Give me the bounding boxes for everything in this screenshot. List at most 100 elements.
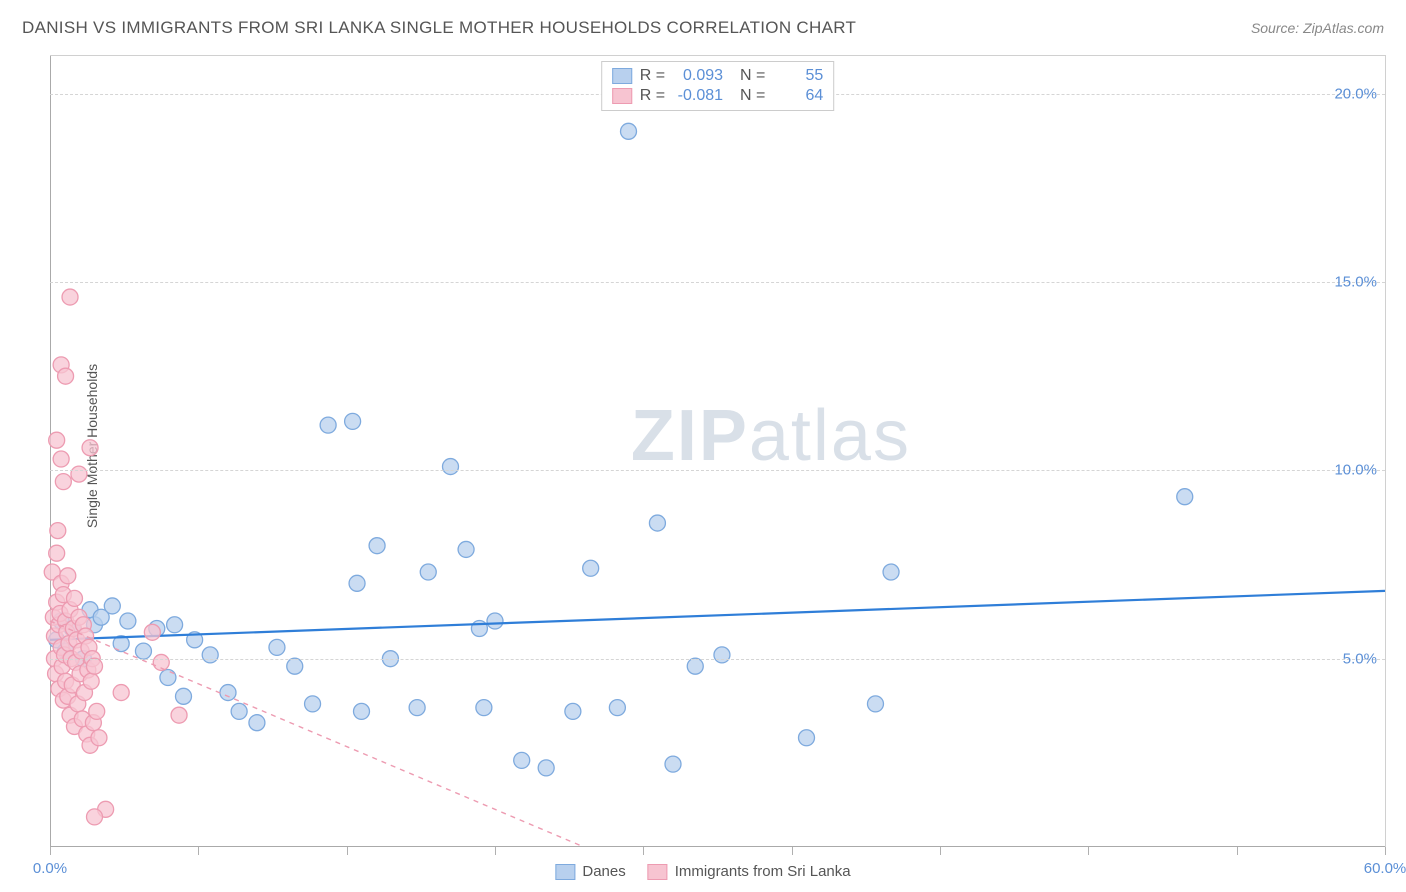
x-tick [495,847,496,855]
r-value-imm: -0.081 [673,87,723,105]
data-point [714,647,730,663]
data-point [369,538,385,554]
data-point [71,466,87,482]
data-point [609,700,625,716]
data-point [53,451,69,467]
x-tick [1088,847,1089,855]
data-point [91,730,107,746]
data-point [799,730,815,746]
data-point [62,289,78,305]
data-point [58,368,74,384]
data-point [649,515,665,531]
data-point [476,700,492,716]
y-tick-label: 15.0% [1334,274,1377,291]
data-point [345,413,361,429]
data-point [176,688,192,704]
stats-row-danes: R = 0.093 N = 55 [612,66,824,86]
data-point [420,564,436,580]
data-point [49,545,65,561]
n-value-imm: 64 [773,87,823,105]
x-tick [940,847,941,855]
data-point [1177,489,1193,505]
data-point [269,639,285,655]
data-point [202,647,218,663]
stats-row-immigrants: R = -0.081 N = 64 [612,86,824,106]
trend-line [50,621,584,847]
x-tick-label: 60.0% [1364,860,1406,877]
data-point [514,752,530,768]
grid-line [50,659,1385,660]
data-point [287,658,303,674]
data-point [249,715,265,731]
x-tick [643,847,644,855]
swatch-danes [555,864,575,880]
data-point [120,613,136,629]
r-label: R = [640,67,665,85]
data-point [135,643,151,659]
data-point [583,560,599,576]
data-point [458,541,474,557]
data-point [144,624,160,640]
swatch-immigrants [612,88,632,104]
x-tick [1385,847,1386,855]
swatch-danes [612,68,632,84]
plot-svg [50,56,1385,847]
plot-area: ZIPatlas R = 0.093 N = 55 R = -0.081 N =… [50,55,1386,847]
x-tick [347,847,348,855]
data-point [66,590,82,606]
x-tick [198,847,199,855]
data-point [320,417,336,433]
grid-line [50,282,1385,283]
data-point [883,564,899,580]
trend-line [50,591,1385,640]
data-point [349,575,365,591]
data-point [50,523,66,539]
data-point [409,700,425,716]
stats-legend: R = 0.093 N = 55 R = -0.081 N = 64 [601,61,835,111]
data-point [87,658,103,674]
x-tick-label: 0.0% [33,860,67,877]
data-point [82,440,98,456]
y-tick-label: 5.0% [1343,650,1377,667]
source-label: Source: ZipAtlas.com [1251,20,1384,36]
data-point [487,613,503,629]
y-tick-label: 20.0% [1334,85,1377,102]
data-point [171,707,187,723]
data-point [867,696,883,712]
legend-label-danes: Danes [582,863,625,880]
data-point [55,474,71,490]
title-bar: DANISH VS IMMIGRANTS FROM SRI LANKA SING… [22,18,1384,38]
data-point [49,432,65,448]
data-point [89,703,105,719]
grid-line [50,470,1385,471]
data-point [167,617,183,633]
legend-item-danes: Danes [555,863,625,880]
data-point [538,760,554,776]
data-point [565,703,581,719]
data-point [104,598,120,614]
y-tick-label: 10.0% [1334,462,1377,479]
x-tick [1237,847,1238,855]
r-label: R = [640,87,665,105]
legend-item-immigrants: Immigrants from Sri Lanka [648,863,851,880]
data-point [83,673,99,689]
legend-label-imm: Immigrants from Sri Lanka [675,863,851,880]
n-label: N = [731,67,765,85]
data-point [160,670,176,686]
series-legend: Danes Immigrants from Sri Lanka [555,863,850,880]
data-point [113,685,129,701]
data-point [665,756,681,772]
n-label: N = [731,87,765,105]
data-point [60,568,76,584]
data-point [231,703,247,719]
x-tick [792,847,793,855]
data-point [87,809,103,825]
n-value-danes: 55 [773,67,823,85]
data-point [354,703,370,719]
data-point [687,658,703,674]
data-point [220,685,236,701]
r-value-danes: 0.093 [673,67,723,85]
data-point [443,459,459,475]
chart-title: DANISH VS IMMIGRANTS FROM SRI LANKA SING… [22,18,856,38]
swatch-immigrants [648,864,668,880]
